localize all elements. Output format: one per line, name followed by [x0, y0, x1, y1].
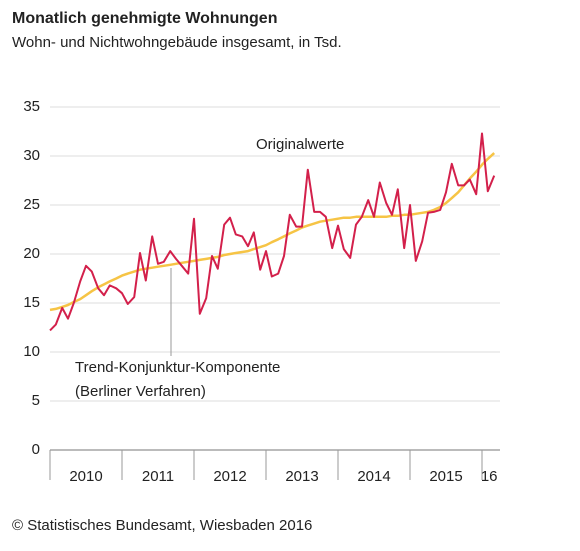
chart-subtitle: Wohn- und Nichtwohngebäude insgesamt, in… [12, 34, 342, 51]
chart-title: Monatlich genehmigte Wohnungen [12, 10, 277, 27]
series-line [49, 132, 496, 332]
x-tick-label: 2015 [429, 468, 462, 485]
x-tick-label: 2011 [142, 468, 174, 485]
y-tick-label: 20 [23, 245, 40, 262]
x-tick-label: 2014 [357, 468, 390, 485]
x-tick-label: 2010 [69, 468, 102, 485]
annotation: Trend-Konjunktur-Komponente [75, 359, 280, 376]
y-tick-label: 15 [23, 294, 40, 311]
x-tick-label: 2013 [285, 468, 318, 485]
y-tick-label: 30 [23, 147, 40, 164]
y-tick-label: 0 [32, 441, 40, 458]
x-tick-label: 2012 [213, 468, 246, 485]
series-line [49, 152, 496, 312]
annotation: (Berliner Verfahren) [75, 383, 206, 400]
y-tick-label: 35 [23, 98, 40, 115]
x-tick-label: 16 [481, 468, 498, 485]
y-tick-label: 5 [32, 392, 40, 409]
annotation: Originalwerte [256, 136, 344, 153]
y-tick-label: 25 [23, 196, 40, 213]
y-tick-label: 10 [23, 343, 40, 360]
source: © Statistisches Bundesamt, Wiesbaden 201… [12, 517, 312, 534]
